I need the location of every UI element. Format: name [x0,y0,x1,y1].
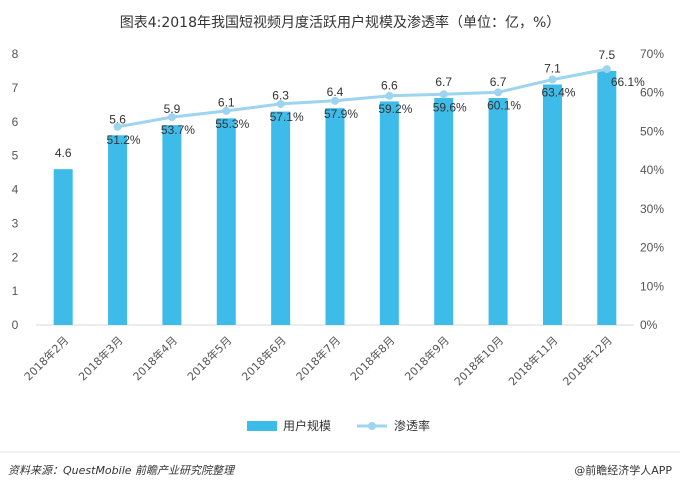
left-axis-tick-label: 6 [12,115,19,129]
bar-value-label: 6.1 [218,95,235,109]
left-axis-tick-label: 7 [12,81,19,95]
right-axis-tick-label: 30% [640,202,664,216]
bar-value-label: 7.5 [598,48,615,62]
line-value-label: 60.1% [487,98,521,112]
footer-source: 资料来源：QuestMobile 前瞻产业研究院整理 [8,464,236,477]
line-value-label: 57.1% [270,110,304,124]
line-point [385,91,394,100]
x-axis-tick-label: 2018年11月 [505,333,560,388]
legend-line-marker [368,422,376,430]
line-path [117,67,608,129]
bar [162,125,182,325]
bar-value-label: 5.6 [109,112,126,126]
right-axis-tick-label: 0% [640,318,658,332]
x-axis-tick-label: 2018年7月 [293,333,343,383]
bar-value-label: 6.7 [435,75,452,89]
bar-series [53,70,617,326]
left-axis-tick-label: 0 [12,318,19,332]
right-axis-tick-label: 70% [640,47,664,61]
line-value-label: 53.7% [161,123,195,137]
legend-bar-label: 用户规模 [283,418,331,433]
bar [325,108,345,325]
bar-value-label: 6.4 [327,85,344,99]
bar-value-labels: 4.6 5.6 5.9 6.1 6.3 6.4 6.6 6.7 6.7 7.1 7.5 [55,48,616,160]
line-point [548,75,557,84]
left-axis-tick-label: 1 [12,284,19,298]
bar [271,111,291,326]
line-value-label: 63.4% [541,86,575,100]
legend: 用户规模 渗透率 [247,418,430,433]
x-axis-tick-label: 2018年9月 [402,333,452,383]
right-axis-tick-label: 20% [640,241,664,255]
legend-bar-swatch [247,421,277,431]
line-value-labels: 51.2% 53.7% 55.3% 57.1% 57.9% 59.2% 59.6% 60.1%… [107,75,646,147]
right-axis-tick-label: 60% [640,86,664,100]
bar [434,98,454,325]
left-axis-tick-label: 3 [12,216,19,230]
bar-value-label: 6.3 [272,89,289,103]
x-axis-tick-label: 2018年3月 [75,333,125,383]
line-point [331,96,339,105]
legend-line-label: 渗透率 [394,418,430,433]
x-axis-tick-label: 2018年2月 [21,333,71,383]
bar [597,70,617,325]
bar-value-label: 7.1 [544,61,561,75]
line-value-label: 66.1% [611,75,645,89]
bar [216,118,236,325]
right-axis-tick-label: 50% [640,124,664,138]
bar [379,101,399,325]
line-value-label: 57.9% [324,107,358,121]
bar [488,98,508,325]
line-value-label: 59.2% [378,102,412,116]
line-point [222,106,231,115]
bar [108,135,128,325]
footer-source-label: 资料来源： [8,464,63,477]
bar [53,169,73,325]
left-axis: 0 1 2 3 4 5 6 7 8 [12,47,19,332]
left-axis-tick-label: 2 [12,250,19,264]
right-axis: 0% 10% 20% 30% 40% 50% 60% 70% [640,47,664,332]
line-value-label: 55.3% [215,117,249,131]
chart-title: 图表4:2018年我国短视频月度活跃用户规模及渗透率（单位：亿，%） [120,14,561,31]
bar-value-label: 4.6 [55,146,72,160]
line-value-label: 51.2% [107,133,141,147]
bar [542,84,562,325]
line-value-label: 59.6% [433,100,467,114]
x-axis-tick-label: 2018年12月 [560,333,615,388]
right-axis-tick-label: 10% [640,279,664,293]
x-axis-tick-label: 2018年5月 [184,333,234,383]
bar-value-label: 5.9 [164,102,181,116]
footer-brand: @前瞻经济学人APP [574,463,672,477]
line-point [276,99,285,108]
x-axis-tick-label: 2018年10月 [451,333,506,388]
line-series [113,65,611,131]
x-axis-tick-label: 2018年6月 [239,333,289,383]
line-point [494,88,503,97]
x-axis: 2018年2月 2018年3月 2018年4月 2018年5月 2018年6月 2018年… [21,333,615,388]
left-axis-tick-label: 8 [12,47,19,61]
line-point [113,122,122,131]
bar-value-label: 6.7 [490,75,507,89]
bar-value-label: 6.6 [381,78,398,92]
left-axis-tick-label: 4 [12,183,19,197]
x-axis-tick-label: 2018年8月 [347,333,397,383]
left-axis-tick-label: 5 [12,149,19,163]
footer-source-text: QuestMobile 前瞻产业研究院整理 [63,464,236,477]
line-point [167,113,176,122]
line-point [439,90,448,99]
line-point [602,65,611,74]
x-axis-tick-label: 2018年4月 [130,333,180,383]
right-axis-tick-label: 40% [640,163,664,177]
